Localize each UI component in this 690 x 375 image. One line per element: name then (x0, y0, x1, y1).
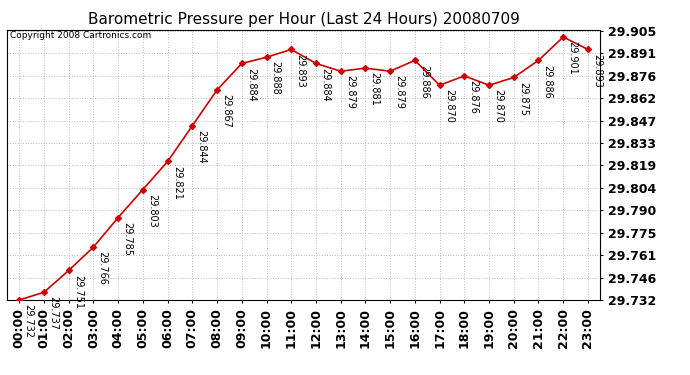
Title: Barometric Pressure per Hour (Last 24 Hours) 20080709: Barometric Pressure per Hour (Last 24 Ho… (88, 12, 520, 27)
Text: 29.766: 29.766 (97, 251, 108, 285)
Text: 29.803: 29.803 (147, 194, 157, 227)
Text: 29.884: 29.884 (320, 68, 330, 101)
Text: 29.867: 29.867 (221, 94, 231, 128)
Text: 29.737: 29.737 (48, 296, 58, 330)
Text: 29.844: 29.844 (197, 130, 206, 164)
Text: 29.901: 29.901 (567, 41, 578, 75)
Text: 29.821: 29.821 (172, 166, 181, 200)
Text: 29.884: 29.884 (246, 68, 256, 101)
Text: 29.886: 29.886 (419, 64, 429, 98)
Text: 29.893: 29.893 (295, 54, 306, 87)
Text: 29.870: 29.870 (444, 89, 454, 123)
Text: 29.881: 29.881 (370, 72, 380, 106)
Text: 29.879: 29.879 (345, 75, 355, 109)
Text: 29.879: 29.879 (394, 75, 404, 109)
Text: 29.785: 29.785 (122, 222, 132, 256)
Text: 29.888: 29.888 (270, 62, 281, 95)
Text: 29.876: 29.876 (469, 80, 478, 114)
Text: 29.751: 29.751 (73, 274, 83, 309)
Text: 29.870: 29.870 (493, 89, 503, 123)
Text: 29.893: 29.893 (592, 54, 602, 87)
Text: 29.886: 29.886 (542, 64, 553, 98)
Text: 29.875: 29.875 (518, 82, 528, 116)
Text: 29.732: 29.732 (23, 304, 33, 338)
Text: Copyright 2008 Cartronics.com: Copyright 2008 Cartronics.com (10, 32, 151, 40)
